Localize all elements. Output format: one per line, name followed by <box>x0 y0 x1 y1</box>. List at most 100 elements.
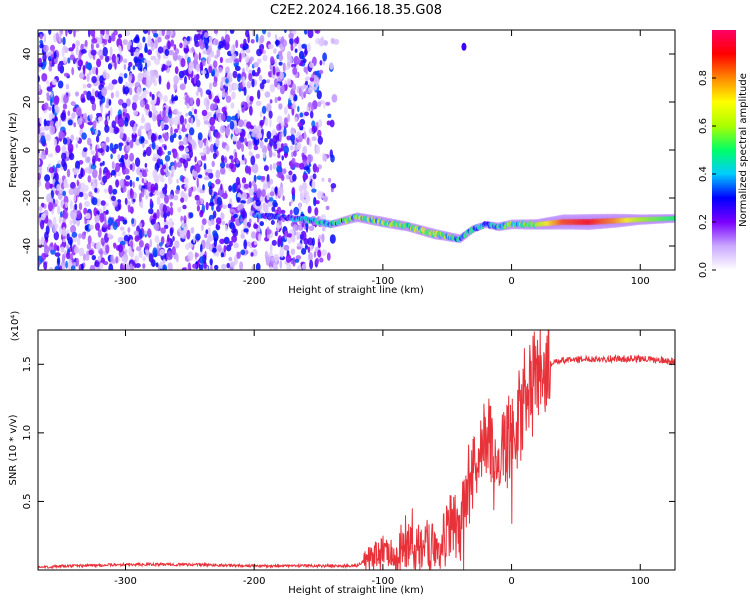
spectrogram-noise-cell <box>108 99 112 106</box>
spectrogram-noise-cell <box>195 73 200 81</box>
spectrogram-noise-cell <box>289 201 292 207</box>
spectrogram-noise-cell <box>316 166 320 173</box>
spectrogram-noise-cell <box>216 250 220 258</box>
spectrogram-noise-cell <box>156 209 160 219</box>
spectrogram-noise-cell <box>286 50 292 61</box>
spectrogram-noise-cell <box>232 83 239 90</box>
spectrogram-noise-cell <box>132 65 136 70</box>
spectrogram-noise-cell <box>217 244 222 252</box>
spectrogram-noise-cell <box>152 157 157 162</box>
spectrogram-noise-cell <box>126 43 131 51</box>
spectrogram-noise-cell <box>208 202 215 207</box>
spectrogram-noise-cell <box>291 104 297 110</box>
spectrogram-noise-cell <box>128 82 135 87</box>
spectrogram-noise-cell <box>234 58 240 63</box>
spectrogram-noise-cell <box>53 138 57 148</box>
spectrogram-noise-cell <box>302 58 307 64</box>
spectrogram-noise-cell <box>305 222 309 228</box>
spectrogram-noise-cell <box>283 145 290 154</box>
spectrogram-noise-cell <box>111 120 117 129</box>
spectrogram-noise-cell <box>97 116 103 122</box>
spectrogram-noise-cell <box>129 189 134 199</box>
spectrogram-noise-cell <box>174 48 180 55</box>
spectrogram-noise-cell <box>41 73 48 82</box>
spectrogram-noise-cell <box>90 49 97 56</box>
spectrogram-noise-cell <box>315 257 319 265</box>
spectrogram-noise-cell <box>248 181 252 189</box>
spectrogram-noise-cell <box>118 158 124 163</box>
spectrogram-noise-cell <box>291 157 296 164</box>
spectrogram-noise-cell <box>251 78 255 88</box>
spectrogram-noise-cell <box>235 176 241 186</box>
spectrogram-noise-cell <box>211 205 214 211</box>
spectrogram-noise-cell <box>183 159 189 169</box>
spectrogram-noise-cell <box>240 249 246 256</box>
spectrogram-noise-cell <box>144 46 148 54</box>
spectrogram-noise-cell <box>188 111 193 117</box>
spectrogram-noise-cell <box>104 217 107 227</box>
spectrogram-noise-cell <box>185 243 190 250</box>
spectrogram-noise-cell <box>264 91 271 98</box>
spectrogram-noise-cell <box>66 233 70 241</box>
spectrogram-noise-cell <box>102 204 107 214</box>
spectrogram-noise-cell <box>177 206 182 213</box>
spectrogram-noise-cell <box>301 90 304 100</box>
spectrogram-noise-cell <box>150 55 157 61</box>
spectrogram-noise-cell <box>115 179 119 188</box>
spectrogram-noise-cell <box>167 234 170 243</box>
spectrogram-noise-cell <box>311 74 315 79</box>
spectrogram-noise-cell <box>132 198 136 203</box>
spectrogram-noise-cell <box>259 82 265 90</box>
spectrogram-noise-cell <box>95 222 100 231</box>
spectrogram-noise-cell <box>109 46 113 57</box>
spectrogram-noise-cell <box>84 167 91 173</box>
spectrogram-noise-cell <box>230 159 235 164</box>
spectrogram-noise-cell <box>209 116 216 126</box>
spectrogram-noise-cell <box>163 212 168 219</box>
spectrogram-noise-cell <box>184 118 187 125</box>
spectrogram-noise-cell <box>124 153 129 160</box>
spectrogram-noise-cell <box>67 30 73 35</box>
spectrogram-noise-cell <box>157 46 164 54</box>
spectrogram-noise-cell <box>238 119 244 128</box>
spectrogram-noise-cell <box>43 118 47 127</box>
spectrogram-noise-cell <box>98 173 102 181</box>
spectrogram-noise-cell <box>255 33 259 43</box>
spectrogram-noise-cell <box>165 108 169 114</box>
spectrogram-noise-cell <box>164 194 169 204</box>
spectrogram-noise-cell <box>139 52 144 58</box>
spectrogram-noise-cell <box>104 55 110 63</box>
spectrogram-noise-cell <box>284 117 288 125</box>
colorbar-bar <box>712 30 736 270</box>
spectrogram-noise-cell <box>68 47 74 52</box>
spectrogram-noise-cell <box>44 245 50 255</box>
spectrogram-noise-cell <box>314 70 318 76</box>
spectrogram-noise-cell <box>40 135 46 144</box>
spectrogram-noise-cell <box>138 229 143 239</box>
spectrogram-noise-cell <box>76 237 81 246</box>
spectrogram-noise-cell <box>178 141 184 146</box>
spectrogram-noise-cell <box>49 125 55 136</box>
spectrogram-noise-cell <box>267 31 271 38</box>
spectrogram-noise-cell <box>86 73 90 83</box>
spectrogram-noise-cell <box>97 157 101 162</box>
spectrogram-noise-cell <box>62 36 66 46</box>
spectrogram-noise-cell <box>157 54 161 60</box>
spectrogram-noise-cell <box>169 201 173 207</box>
spectrogram-noise-cell <box>49 183 53 189</box>
spectrogram-noise-cell <box>107 232 111 238</box>
snr-series-line <box>38 330 675 570</box>
spectrogram-noise-cell <box>162 264 168 270</box>
spectrogram-noise-cell <box>66 169 71 178</box>
spectrogram-noise-cell <box>248 73 253 82</box>
spectrogram-noise-cell <box>54 252 61 257</box>
spectrogram-noise-cell <box>225 95 232 103</box>
spectrogram-noise-cell <box>181 153 188 159</box>
spectrogram-noise-cell <box>99 75 104 84</box>
spectrogram-noise-cell <box>151 104 156 112</box>
spectrogram-noise-cell <box>165 171 171 177</box>
spectrogram-noise-cell <box>45 181 51 190</box>
spectrogram-noise-cell <box>128 61 133 68</box>
spectrogram-noise-cell <box>136 86 142 95</box>
spectrogram-noise-cell <box>274 186 278 194</box>
